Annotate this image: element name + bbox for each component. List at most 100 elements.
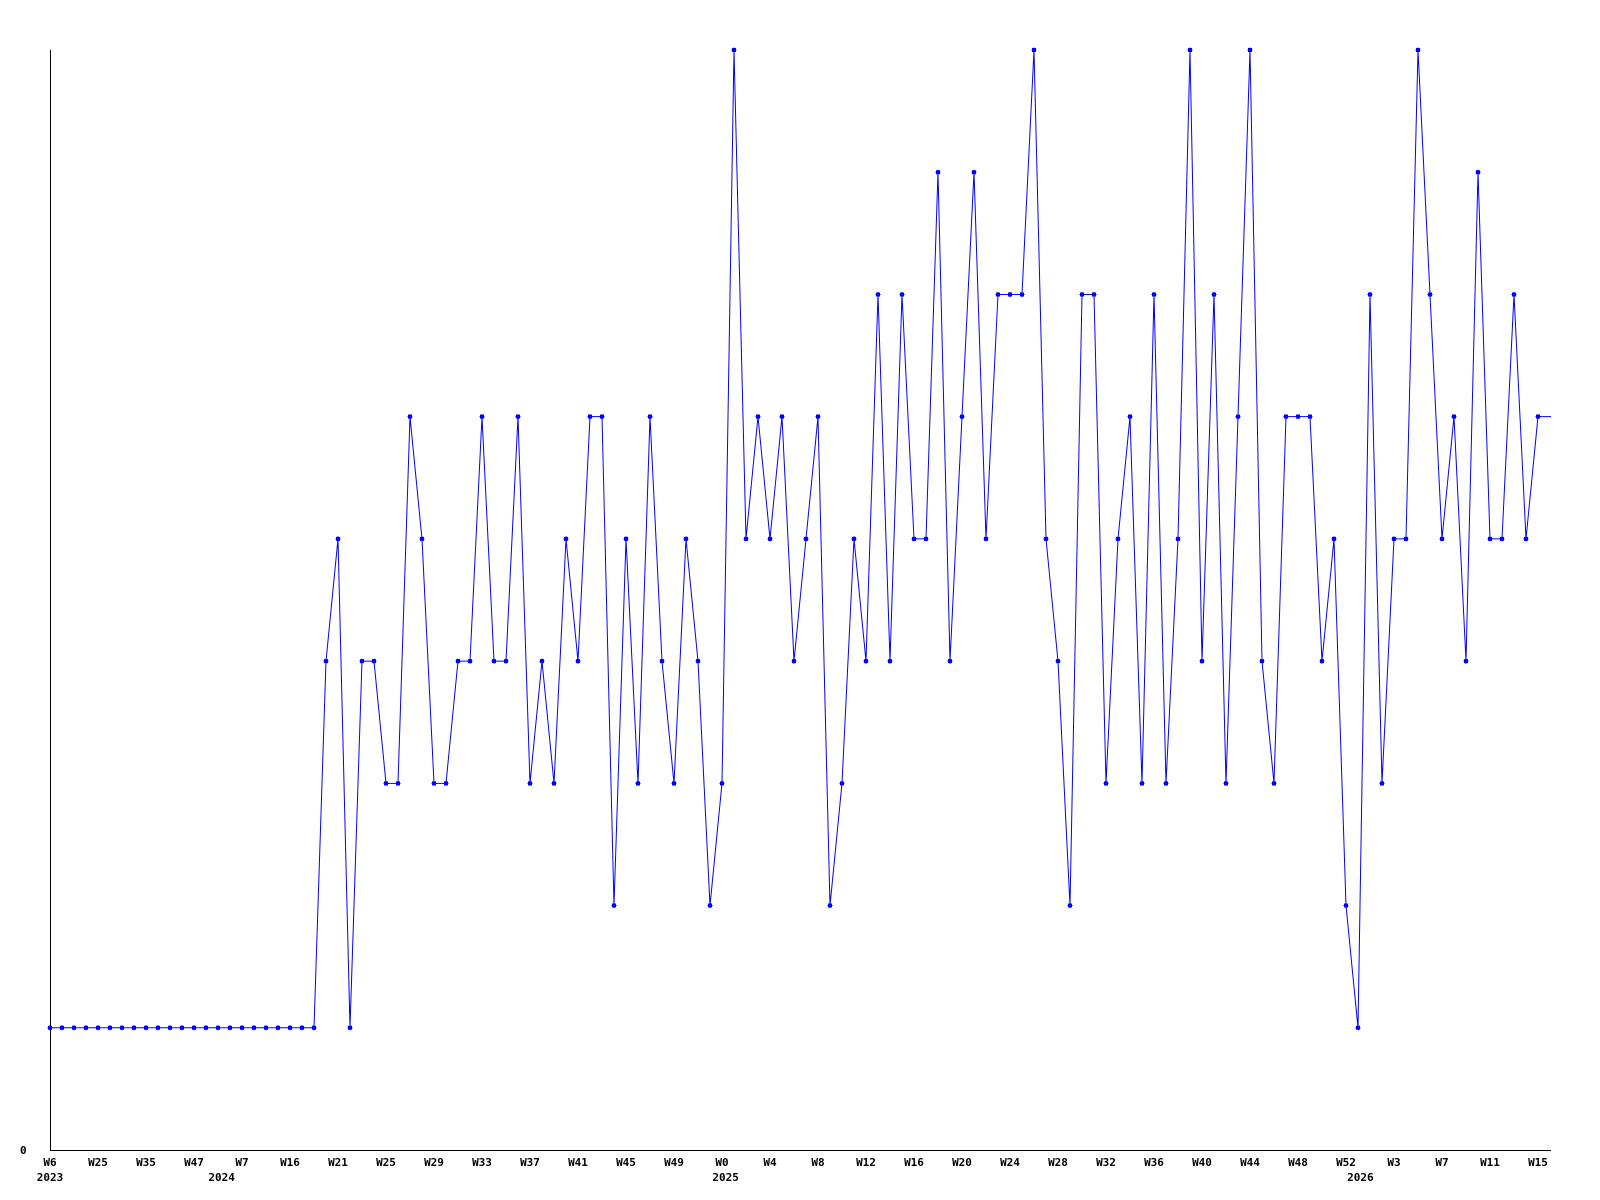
x-tick-label: W41: [568, 1156, 588, 1169]
data-point: [371, 658, 377, 664]
x-tick-label: W7: [1435, 1156, 1448, 1169]
data-point: [539, 658, 545, 664]
x-tick-label: W16: [904, 1156, 924, 1169]
data-point: [1511, 291, 1517, 297]
x-tick-labels: W6 W25 W35 W47 W7 W16 W21 W25 W29 W33 W37 W41 W45 W49…: [37, 1156, 1548, 1184]
data-point: [1307, 414, 1313, 420]
data-point: [1163, 780, 1169, 786]
data-point: [503, 658, 509, 664]
data-point: [1019, 291, 1025, 297]
data-point: [1487, 536, 1493, 542]
data-point: [815, 414, 821, 420]
data-point: [359, 658, 365, 664]
data-point: [935, 169, 941, 175]
data-point: [1451, 414, 1457, 420]
data-point: [695, 658, 701, 664]
data-point: [803, 536, 809, 542]
data-point: [1247, 47, 1253, 53]
data-point: [863, 658, 869, 664]
x-tick-label: W52: [1336, 1156, 1356, 1169]
data-point: [1235, 414, 1241, 420]
data-point: [1475, 169, 1481, 175]
data-point: [1043, 536, 1049, 542]
x-year-label: 2024: [208, 1171, 235, 1184]
data-point: [251, 1025, 257, 1031]
data-point: [551, 780, 557, 786]
data-point: [923, 536, 929, 542]
data-point: [1055, 658, 1061, 664]
data-point: [779, 414, 785, 420]
data-point: [719, 780, 725, 786]
x-tick-label: W49: [664, 1156, 684, 1169]
data-point: [119, 1025, 125, 1031]
data-point: [1355, 1025, 1361, 1031]
data-point: [983, 536, 989, 542]
data-point: [839, 780, 845, 786]
data-point: [827, 903, 833, 909]
data-point: [971, 169, 977, 175]
x-tick-label: W45: [616, 1156, 636, 1169]
data-point: [659, 658, 665, 664]
data-point: [1271, 780, 1277, 786]
x-tick-label: W35: [136, 1156, 156, 1169]
data-point: [1427, 291, 1433, 297]
data-point: [47, 1025, 53, 1031]
data-point: [755, 414, 761, 420]
data-point: [407, 414, 413, 420]
data-point: [131, 1025, 137, 1031]
x-tick-label: W8: [811, 1156, 824, 1169]
data-point: [611, 903, 617, 909]
data-point: [431, 780, 437, 786]
x-tick-label: W40: [1192, 1156, 1212, 1169]
data-point: [1007, 291, 1013, 297]
x-tick-label: W6: [43, 1156, 57, 1169]
data-point: [1415, 47, 1421, 53]
x-tick-label: W36: [1144, 1156, 1164, 1169]
data-point: [239, 1025, 245, 1031]
data-point: [299, 1025, 305, 1031]
data-point: [215, 1025, 221, 1031]
data-point: [203, 1025, 209, 1031]
data-point: [323, 658, 329, 664]
data-point: [1199, 658, 1205, 664]
data-point: [191, 1025, 197, 1031]
data-point: [851, 536, 857, 542]
x-tick-label: W11: [1480, 1156, 1500, 1169]
data-point: [1103, 780, 1109, 786]
data-point: [227, 1025, 233, 1031]
axes: 0: [20, 50, 1551, 1157]
data-point: [1367, 291, 1373, 297]
data-point: [1499, 536, 1505, 542]
data-point: [1463, 658, 1469, 664]
x-tick-label: W20: [952, 1156, 972, 1169]
data-point: [995, 291, 1001, 297]
data-point: [1067, 903, 1073, 909]
data-point: [1151, 291, 1157, 297]
x-tick-label: W15: [1528, 1156, 1548, 1169]
data-point: [731, 47, 737, 53]
x-tick-label: W0: [715, 1156, 728, 1169]
x-tick-label: W16: [280, 1156, 300, 1169]
data-point: [491, 658, 497, 664]
data-point: [623, 536, 629, 542]
data-point: [887, 658, 893, 664]
x-tick-label: W3: [1387, 1156, 1400, 1169]
data-point: [947, 658, 953, 664]
x-tick-label: W33: [472, 1156, 492, 1169]
data-point: [71, 1025, 77, 1031]
data-point: [395, 780, 401, 786]
data-point: [1079, 291, 1085, 297]
data-point: [275, 1025, 281, 1031]
data-point: [263, 1025, 269, 1031]
data-point: [1331, 536, 1337, 542]
x-tick-label: W25: [376, 1156, 396, 1169]
data-point: [347, 1025, 353, 1031]
data-point: [1391, 536, 1397, 542]
data-point: [287, 1025, 293, 1031]
data-point: [59, 1025, 65, 1031]
data-point: [875, 291, 881, 297]
data-point: [1535, 414, 1541, 420]
x-tick-label: W32: [1096, 1156, 1116, 1169]
data-point: [671, 780, 677, 786]
